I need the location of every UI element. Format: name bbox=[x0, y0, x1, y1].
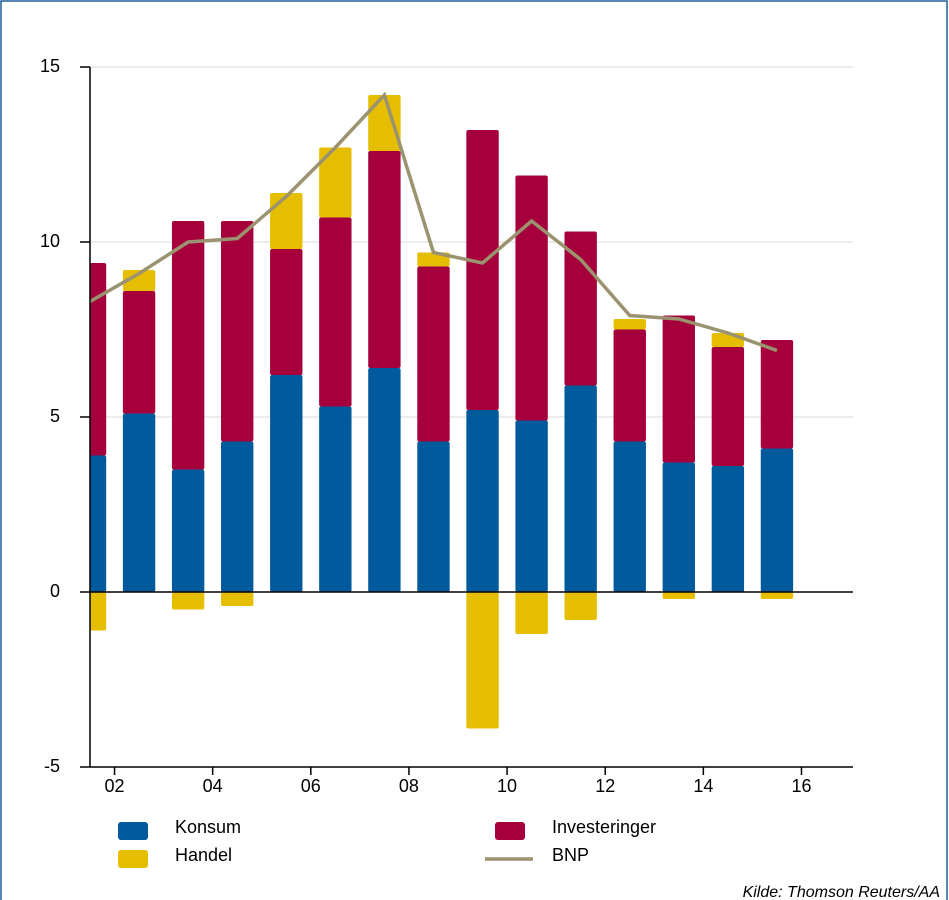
legend-label: Konsum bbox=[175, 817, 241, 837]
y-tick-label: 10 bbox=[40, 231, 60, 251]
legend-swatch bbox=[118, 822, 148, 840]
bar bbox=[319, 217, 352, 407]
bar bbox=[662, 462, 696, 592]
bar bbox=[760, 592, 794, 599]
legend-swatch bbox=[495, 822, 525, 840]
bar bbox=[662, 315, 696, 463]
bar bbox=[613, 441, 646, 592]
bar bbox=[221, 441, 254, 592]
bar bbox=[564, 231, 597, 386]
bar bbox=[90, 592, 107, 631]
line bbox=[90, 91, 778, 353]
bar bbox=[90, 263, 107, 456]
bar bbox=[760, 448, 794, 592]
bar bbox=[613, 329, 646, 442]
bar bbox=[270, 375, 303, 592]
bar bbox=[171, 592, 205, 610]
x-tick-label: 10 bbox=[497, 776, 517, 796]
bar bbox=[171, 221, 205, 470]
bar bbox=[515, 420, 548, 592]
y-tick-label: 15 bbox=[40, 56, 60, 76]
bar bbox=[319, 406, 352, 592]
bar bbox=[662, 592, 696, 599]
bar bbox=[221, 592, 254, 606]
bar bbox=[564, 592, 597, 620]
y-tick-label: 0 bbox=[50, 581, 60, 601]
legend-label: BNP bbox=[552, 845, 589, 865]
bar bbox=[368, 151, 401, 368]
bar bbox=[515, 175, 548, 421]
legend-swatch bbox=[118, 850, 148, 868]
bar bbox=[466, 130, 499, 410]
bar bbox=[368, 368, 401, 592]
x-tick-label: 06 bbox=[301, 776, 321, 796]
legend-label: Handel bbox=[175, 845, 232, 865]
bar bbox=[564, 385, 597, 592]
bar bbox=[711, 347, 745, 466]
x-tick-label: 02 bbox=[105, 776, 125, 796]
bar bbox=[122, 270, 156, 291]
bar bbox=[417, 266, 450, 442]
x-tick-label: 08 bbox=[399, 776, 419, 796]
bar bbox=[466, 592, 499, 729]
bar bbox=[711, 333, 745, 347]
source: Kilde: Thomson Reuters/AA bbox=[743, 884, 940, 900]
bar bbox=[711, 466, 745, 592]
bar bbox=[368, 95, 401, 151]
bar bbox=[760, 340, 794, 449]
bar bbox=[221, 221, 254, 442]
x-tick-label: 12 bbox=[595, 776, 615, 796]
x-tick-label: 16 bbox=[791, 776, 811, 796]
bar bbox=[171, 469, 205, 592]
bar bbox=[270, 193, 303, 249]
y-tick-label: -5 bbox=[44, 756, 60, 776]
x-tick-label: 04 bbox=[203, 776, 223, 796]
x-tick-label: 14 bbox=[693, 776, 713, 796]
bar bbox=[515, 592, 548, 634]
bar bbox=[270, 249, 303, 375]
bar bbox=[122, 291, 156, 414]
bar bbox=[90, 455, 107, 592]
bar bbox=[122, 413, 156, 592]
bar bbox=[319, 147, 352, 218]
y-tick-label: 5 bbox=[50, 406, 60, 426]
bar bbox=[417, 441, 450, 592]
legend-label: Investeringer bbox=[552, 817, 656, 837]
bar bbox=[613, 319, 646, 330]
bar bbox=[466, 410, 499, 592]
